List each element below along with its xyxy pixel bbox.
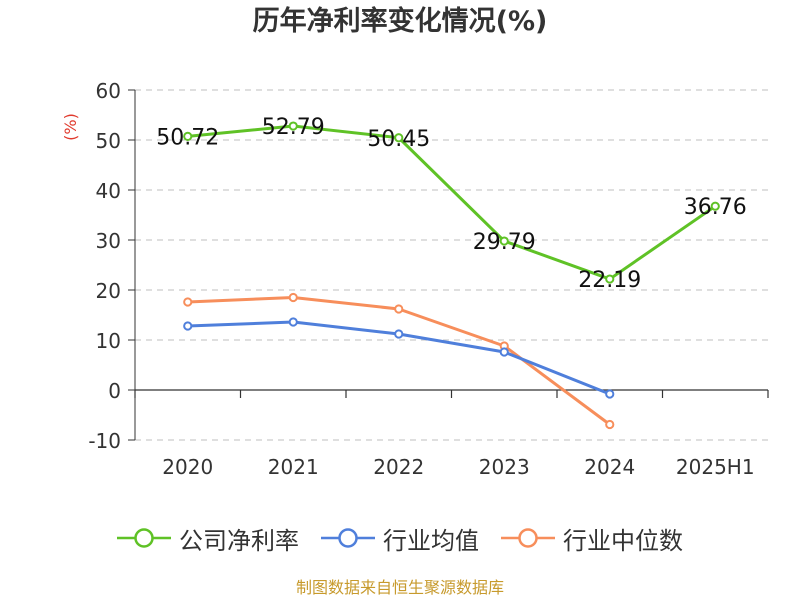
legend-swatch-company-net-margin (117, 528, 171, 548)
data-point (183, 321, 193, 331)
series-line-2 (187, 296, 611, 426)
axes: 60 50 40 30 20 10 0 -10 2020 2021 2022 2023 2024 2025… (88, 79, 769, 479)
legend: 公司净利率 行业均值 行业中位数 (0, 518, 800, 558)
data-point (605, 274, 615, 284)
data-label: 36.76 (684, 195, 747, 220)
legend-item-industry-average[interactable]: 行业均值 (321, 521, 479, 556)
data-label: 52.79 (262, 115, 325, 140)
data-point (499, 347, 509, 357)
data-point (605, 389, 615, 399)
data-label: 50.45 (367, 127, 430, 152)
data-point (394, 133, 404, 143)
y-tick-label: 20 (96, 279, 121, 303)
y-tick-label: 50 (96, 129, 121, 153)
y-tick-label: 60 (96, 79, 121, 103)
chart-title: 历年净利率变化情况(%) (252, 6, 548, 37)
data-point (394, 304, 404, 314)
data-point (499, 236, 509, 246)
data-point (288, 317, 298, 327)
data-label: 22.19 (578, 268, 641, 293)
source-note: 制图数据来自恒生聚源数据库 (295, 578, 504, 597)
y-tick-label: -10 (88, 429, 121, 453)
data-point (288, 292, 298, 303)
data-labels: 50.72 52.79 50.45 29.79 22.19 36.76 (156, 115, 746, 293)
data-point (183, 131, 193, 141)
y-tick-label: 10 (96, 329, 121, 353)
data-point (288, 121, 298, 131)
series-line-0 (187, 124, 717, 281)
data-point (394, 329, 404, 339)
legend-label: 行业中位数 (563, 526, 683, 555)
legend-swatch-industry-average (321, 528, 375, 548)
y-axis-label: (%) (61, 113, 80, 141)
y-tick-label: 40 (96, 179, 121, 203)
y-tick-label: 0 (108, 379, 121, 403)
y-tick-label: 30 (96, 229, 121, 253)
x-tick-label: 2023 (479, 455, 530, 479)
data-point (710, 201, 720, 211)
legend-label: 公司净利率 (179, 526, 299, 555)
legend-swatch-industry-median (501, 528, 555, 548)
data-label: 50.72 (156, 125, 219, 150)
x-tick-label: 2020 (162, 455, 213, 479)
x-tick-label: 2021 (268, 455, 319, 479)
legend-item-industry-median[interactable]: 行业中位数 (501, 521, 683, 556)
data-point (183, 297, 193, 307)
data-point (605, 419, 615, 430)
x-tick-label: 2025H1 (676, 455, 755, 479)
gridlines (135, 89, 768, 441)
series (183, 121, 720, 430)
x-tick-label: 2024 (584, 455, 635, 479)
x-tick-label: 2022 (373, 455, 424, 479)
legend-label: 行业均值 (383, 526, 479, 555)
legend-item-company-net-margin[interactable]: 公司净利率 (117, 521, 299, 556)
data-label: 29.79 (473, 230, 536, 255)
